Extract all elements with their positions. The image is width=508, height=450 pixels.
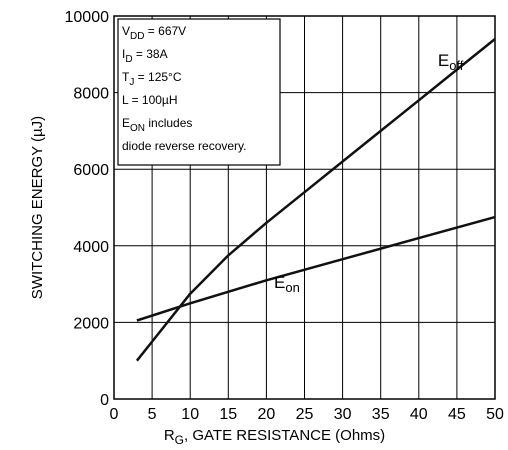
- y-tick-labels: 0 2000 4000 6000 8000 10000: [65, 9, 110, 409]
- series-line-eoff: [135, 38, 496, 362]
- series-labels: Eoff Eon: [274, 51, 464, 295]
- x-tick-label: 5: [148, 406, 157, 423]
- series-lines: [135, 38, 496, 362]
- conditions-line: L = 100µH: [122, 93, 178, 107]
- conditions-line: VDD = 667V: [122, 24, 186, 42]
- x-tick-label: 30: [334, 406, 352, 423]
- conditions-box: VDD = 667V ID = 38A TJ = 125°C L = 100µH EON…: [117, 18, 281, 166]
- x-axis-label: RG, GATE RESISTANCE (Ohms): [164, 427, 385, 445]
- x-tick-label: 20: [258, 406, 276, 423]
- conditions-line: diode reverse recovery.: [122, 139, 247, 153]
- x-tick-label: 35: [372, 406, 390, 423]
- x-tick-label: 50: [486, 406, 504, 423]
- y-tick-label: 8000: [73, 86, 109, 103]
- y-tick-label: 10000: [65, 9, 110, 26]
- y-tick-label: 4000: [73, 239, 109, 256]
- conditions-line: TJ = 125°C: [122, 70, 182, 88]
- x-tick-labels: 0 5 10 15 20 25 30 35 40 45 50: [110, 406, 504, 423]
- series-label-eoff: Eoff: [438, 51, 464, 73]
- plot-frame: [113, 15, 496, 400]
- x-tick-label: 15: [219, 406, 237, 423]
- x-tick-label: 10: [181, 406, 199, 423]
- series-label-eon: Eon: [274, 273, 300, 295]
- conditions-box-border: [117, 18, 281, 166]
- series-line-eon: [136, 215, 496, 322]
- y-axis-label: SWITCHING ENERGY (µJ): [29, 116, 46, 299]
- y-tick-label: 6000: [73, 162, 109, 179]
- x-tick-label: 0: [110, 406, 119, 423]
- x-tick-label: 25: [296, 406, 314, 423]
- conditions-line: EON includes: [122, 116, 192, 134]
- y-tick-label: 2000: [73, 315, 109, 332]
- conditions-line: ID = 38A: [122, 47, 168, 65]
- x-tick-label: 40: [410, 406, 428, 423]
- y-tick-label: 0: [100, 392, 109, 409]
- x-tick-label: 45: [448, 406, 466, 423]
